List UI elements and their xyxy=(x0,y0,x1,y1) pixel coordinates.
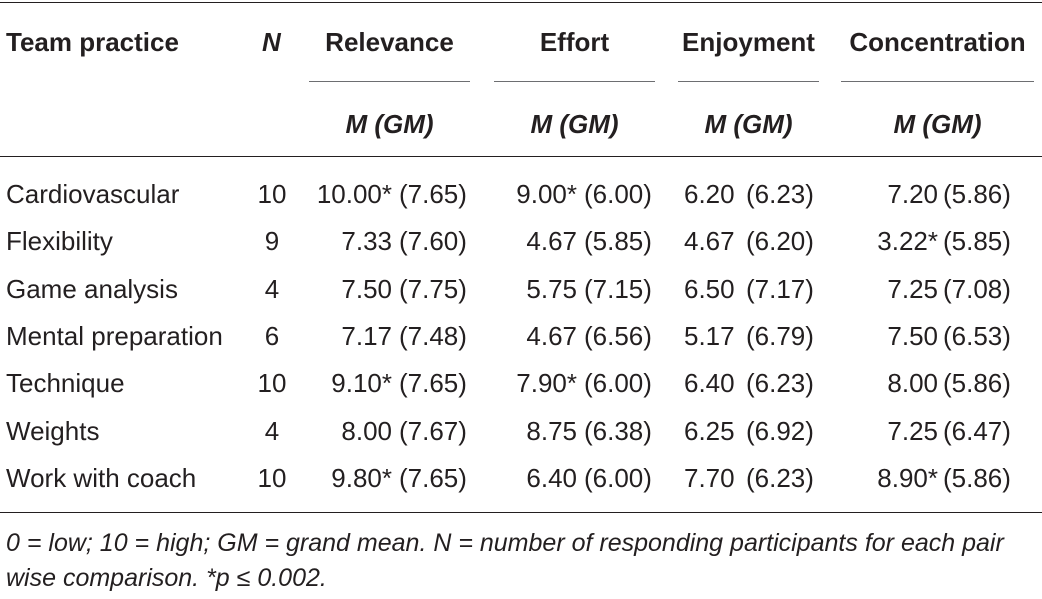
cell-n: 6 xyxy=(264,321,280,351)
cell-concentration-gm: (5.85) xyxy=(943,226,1011,256)
cell-practice: Weights xyxy=(6,416,100,446)
cell-concentration-gm: (6.53) xyxy=(943,321,1011,351)
header-n: N xyxy=(262,27,281,57)
subheader-effort: M (GM) xyxy=(530,109,619,139)
cell-concentration-m: 3.22* xyxy=(877,226,938,256)
cell-enjoyment-m: 5.17 xyxy=(684,321,735,351)
header-enjoyment: Enjoyment xyxy=(682,27,815,57)
cell-effort-m: 4.67 xyxy=(526,226,577,256)
cell-enjoyment-gm: (6.23) xyxy=(746,179,814,209)
cell-effort-m: 4.67 xyxy=(526,321,577,351)
cell-enjoyment-gm: (6.23) xyxy=(746,368,814,398)
cell-effort-m: 8.75 xyxy=(526,416,577,446)
cell-enjoyment-gm: (6.23) xyxy=(746,463,814,493)
top-rule xyxy=(0,2,1042,3)
cell-enjoyment-m: 4.67 xyxy=(684,226,735,256)
cell-concentration-m: 7.25 xyxy=(887,416,938,446)
concentration-underline xyxy=(841,81,1034,82)
subheader-enjoyment: M (GM) xyxy=(704,109,793,139)
cell-practice: Technique xyxy=(6,368,125,398)
cell-practice: Work with coach xyxy=(6,463,197,493)
subheader-relevance: M (GM) xyxy=(345,109,434,139)
cell-n: 4 xyxy=(264,416,280,446)
effort-underline xyxy=(494,81,655,82)
cell-relevance-m: 8.00 xyxy=(341,416,392,446)
cell-effort-gm: (6.00) xyxy=(584,179,652,209)
cell-n: 10 xyxy=(257,179,287,209)
cell-enjoyment-gm: (6.92) xyxy=(746,416,814,446)
cell-relevance-gm: (7.65) xyxy=(399,463,467,493)
cell-concentration-gm: (5.86) xyxy=(943,368,1011,398)
cell-practice: Game analysis xyxy=(6,274,178,304)
cell-concentration-gm: (5.86) xyxy=(943,179,1011,209)
cell-concentration-m: 7.20 xyxy=(887,179,938,209)
cell-enjoyment-gm: (7.17) xyxy=(746,274,814,304)
cell-concentration-gm: (5.86) xyxy=(943,463,1011,493)
header-rule xyxy=(0,156,1042,157)
bottom-rule xyxy=(0,512,1042,513)
cell-effort-m: 7.90* xyxy=(516,368,577,398)
cell-n: 4 xyxy=(264,274,280,304)
cell-n: 10 xyxy=(257,463,287,493)
cell-practice: Cardiovascular xyxy=(6,179,180,209)
cell-enjoyment-m: 6.20 xyxy=(684,179,735,209)
cell-concentration-m: 8.90* xyxy=(877,463,938,493)
enjoyment-underline xyxy=(678,81,819,82)
cell-concentration-m: 7.25 xyxy=(887,274,938,304)
cell-effort-gm: (7.15) xyxy=(584,274,652,304)
cell-enjoyment-gm: (6.79) xyxy=(746,321,814,351)
cell-relevance-gm: (7.65) xyxy=(399,179,467,209)
subheader-concentration: M (GM) xyxy=(893,109,982,139)
cell-relevance-gm: (7.65) xyxy=(399,368,467,398)
cell-effort-gm: (6.00) xyxy=(584,368,652,398)
cell-relevance-m: 7.50 xyxy=(341,274,392,304)
cell-effort-gm: (6.56) xyxy=(584,321,652,351)
table-footnote: 0 = low; 10 = high; GM = grand mean. N =… xyxy=(6,529,1004,592)
cell-enjoyment-m: 6.25 xyxy=(684,416,735,446)
header-relevance: Relevance xyxy=(325,27,454,57)
cell-relevance-m: 9.10* xyxy=(331,368,392,398)
cell-concentration-gm: (7.08) xyxy=(943,274,1011,304)
cell-effort-gm: (6.00) xyxy=(584,463,652,493)
cell-relevance-m: 10.00* xyxy=(316,179,392,209)
cell-enjoyment-m: 6.40 xyxy=(684,368,735,398)
cell-enjoyment-gm: (6.20) xyxy=(746,226,814,256)
cell-effort-m: 9.00* xyxy=(516,179,577,209)
cell-relevance-gm: (7.60) xyxy=(399,226,467,256)
cell-relevance-gm: (7.48) xyxy=(399,321,467,351)
cell-concentration-m: 7.50 xyxy=(887,321,938,351)
cell-effort-gm: (6.38) xyxy=(584,416,652,446)
cell-relevance-m: 7.17 xyxy=(341,321,392,351)
cell-n: 9 xyxy=(264,226,280,256)
cell-relevance-m: 7.33 xyxy=(341,226,392,256)
cell-effort-gm: (5.85) xyxy=(584,226,652,256)
cell-enjoyment-m: 6.50 xyxy=(684,274,735,304)
cell-practice: Mental preparation xyxy=(6,321,223,351)
relevance-underline xyxy=(309,81,470,82)
cell-n: 10 xyxy=(257,368,287,398)
cell-enjoyment-m: 7.70 xyxy=(684,463,735,493)
cell-relevance-gm: (7.75) xyxy=(399,274,467,304)
cell-concentration-m: 8.00 xyxy=(887,368,938,398)
cell-concentration-gm: (6.47) xyxy=(943,416,1011,446)
cell-relevance-m: 9.80* xyxy=(331,463,392,493)
cell-effort-m: 6.40 xyxy=(526,463,577,493)
header-concentration: Concentration xyxy=(849,27,1026,57)
cell-effort-m: 5.75 xyxy=(526,274,577,304)
cell-practice: Flexibility xyxy=(6,226,113,256)
header-team-practice: Team practice xyxy=(6,27,179,57)
cell-relevance-gm: (7.67) xyxy=(399,416,467,446)
header-effort: Effort xyxy=(539,27,610,57)
